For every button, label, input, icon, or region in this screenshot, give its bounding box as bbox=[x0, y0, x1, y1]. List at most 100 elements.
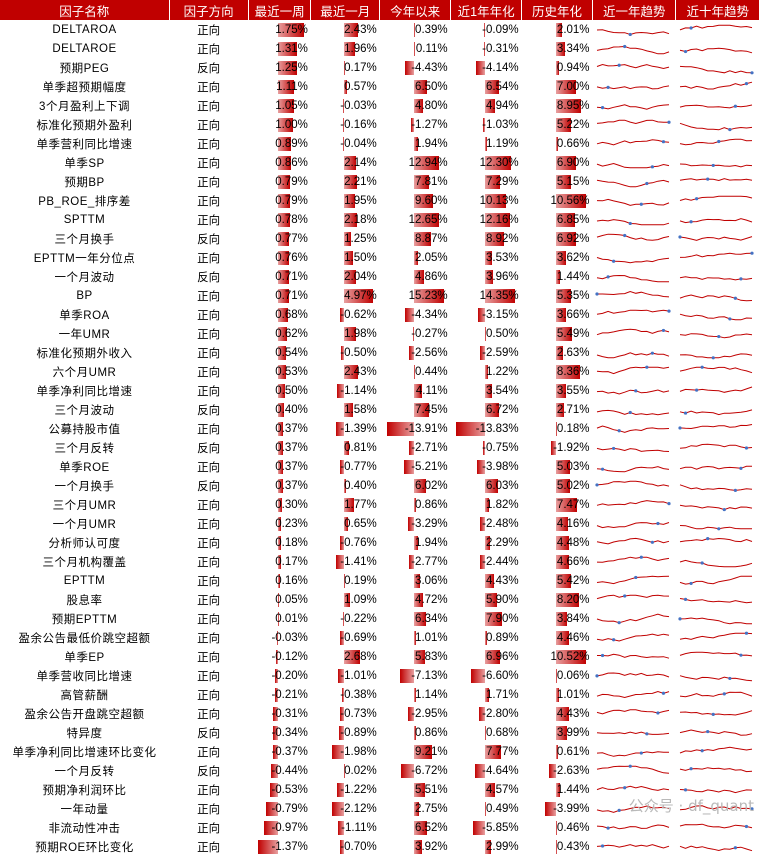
factor-name: 预期BP bbox=[0, 173, 169, 192]
value-text: 0.86% bbox=[275, 157, 308, 169]
value-text: 5.35% bbox=[557, 290, 590, 302]
trend-1y-sparkline bbox=[593, 230, 676, 249]
factor-direction: 反向 bbox=[169, 59, 248, 78]
cell-m1: -0.50% bbox=[311, 344, 380, 363]
table-row[interactable]: 一个月反转反向-0.44%0.02%-6.72%-4.64%-2.63% bbox=[0, 762, 760, 781]
sparkline-marker bbox=[645, 732, 648, 735]
header-1y-annualized[interactable]: 近1年年化 bbox=[451, 0, 522, 21]
header-last-month[interactable]: 最近一月 bbox=[311, 0, 380, 21]
trend-1y-sparkline bbox=[593, 743, 676, 762]
factor-direction: 正向 bbox=[169, 21, 248, 40]
table-row[interactable]: 非流动性冲击正向-0.97%-1.11%6.52%-5.85%0.46% bbox=[0, 819, 760, 838]
value-text: -0.97% bbox=[271, 822, 307, 834]
trend-10y-sparkline bbox=[676, 116, 760, 135]
header-direction[interactable]: 因子方向 bbox=[169, 0, 248, 21]
header-1y-trend[interactable]: 近一年趋势 bbox=[593, 0, 676, 21]
sparkline-path bbox=[680, 633, 752, 639]
header-ytd[interactable]: 今年以来 bbox=[380, 0, 451, 21]
value-text: 10.52% bbox=[551, 651, 590, 663]
header-factor-name[interactable]: 因子名称 bbox=[0, 0, 169, 21]
factor-direction: 正向 bbox=[169, 800, 248, 819]
sparkline-marker bbox=[684, 598, 687, 601]
table-row[interactable]: 高管薪酬正向-0.21%-0.38%1.14%1.71%1.01% bbox=[0, 686, 760, 705]
table-row[interactable]: 盈余公告最低价跳空超额正向-0.03%-0.69%1.01%0.89%4.46% bbox=[0, 629, 760, 648]
cell-w1: 1.31% bbox=[248, 40, 311, 59]
cell-y1: 7.90% bbox=[451, 610, 522, 629]
table-row[interactable]: 特异度反向-0.34%-0.89%0.86%0.68%3.99% bbox=[0, 724, 760, 743]
trend-10y-sparkline bbox=[676, 515, 760, 534]
sparkline bbox=[678, 611, 754, 627]
cell-y1: 6.72% bbox=[451, 401, 522, 420]
sparkline-path bbox=[597, 105, 669, 110]
sparkline-marker bbox=[645, 182, 648, 185]
factor-direction: 反向 bbox=[169, 401, 248, 420]
cell-m1: -1.11% bbox=[311, 819, 380, 838]
value-text: 2.05% bbox=[415, 252, 448, 264]
factor-name: 一个月反转 bbox=[0, 762, 169, 781]
table-row[interactable]: 盈余公告开盘跳空超额正向-0.31%-0.73%-2.95%-2.80%4.43… bbox=[0, 705, 760, 724]
value-text: -0.20% bbox=[271, 670, 307, 682]
cell-hist: 5.02% bbox=[522, 477, 593, 496]
value-text: -0.03% bbox=[271, 632, 307, 644]
value-text: -1.98% bbox=[340, 746, 376, 758]
header-last-week[interactable]: 最近一周 bbox=[248, 0, 311, 21]
cell-hist: -3.99% bbox=[522, 800, 593, 819]
trend-1y-sparkline bbox=[593, 762, 676, 781]
table-row[interactable]: 单季净利同比增速环比变化正向-0.37%-1.98%9.21%7.77%0.61… bbox=[0, 743, 760, 762]
cell-w1: 0.23% bbox=[248, 515, 311, 534]
sparkline-path bbox=[680, 48, 752, 53]
value-text: 0.16% bbox=[275, 575, 308, 587]
cell-hist: 3.55% bbox=[522, 382, 593, 401]
sparkline-path bbox=[680, 367, 752, 373]
cell-ytd: 3.06% bbox=[380, 572, 451, 591]
sparkline bbox=[595, 98, 671, 114]
sparkline-path bbox=[680, 676, 752, 681]
sparkline-marker bbox=[617, 621, 620, 624]
factor-direction: 反向 bbox=[169, 724, 248, 743]
cell-m1: -0.03% bbox=[311, 97, 380, 116]
table-row[interactable]: 预期ROE环比变化正向-1.37%-0.70%3.92%2.99%0.43% bbox=[0, 838, 760, 856]
header-10y-trend[interactable]: 近十年趋势 bbox=[676, 0, 760, 21]
header-hist-annualized[interactable]: 历史年化 bbox=[522, 0, 593, 21]
value-text: 0.94% bbox=[557, 62, 590, 74]
sparkline-path bbox=[597, 390, 669, 394]
cell-ytd: 6.52% bbox=[380, 819, 451, 838]
value-text: -1.41% bbox=[340, 556, 376, 568]
value-text: -0.03% bbox=[340, 100, 376, 112]
table-row[interactable]: 单季营收同比增速正向-0.20%-1.01%-7.13%-6.60%0.06% bbox=[0, 667, 760, 686]
cell-y1: 0.50% bbox=[451, 325, 522, 344]
